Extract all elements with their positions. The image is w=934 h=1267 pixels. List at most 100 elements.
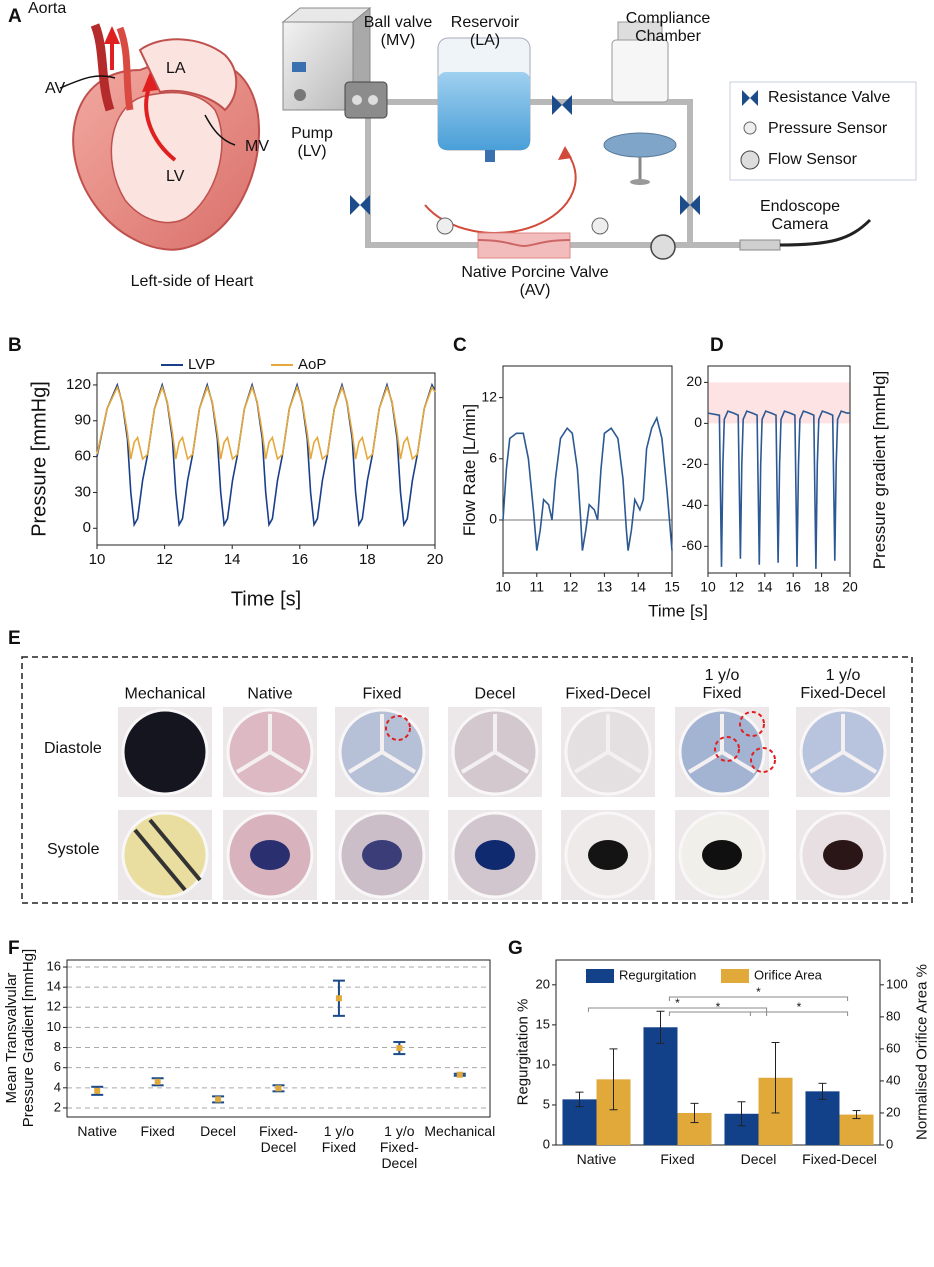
photo-leaflets	[347, 714, 417, 774]
photo-leaflets	[460, 714, 530, 774]
y-tick-label: -20	[682, 455, 702, 471]
legend-label: Orifice Area	[754, 967, 823, 982]
data-line	[96, 384, 436, 461]
column-label: Fixed	[362, 685, 402, 703]
x-tick-label: 1 y/o Fixed- Decel	[379, 1123, 419, 1172]
y-tick-label: 6	[54, 1059, 61, 1074]
y2-tick-label: 20	[886, 1104, 900, 1119]
y-tick-label: 120	[66, 376, 91, 393]
x-tick-label: 18	[359, 551, 376, 568]
x-tick-label: 12	[729, 579, 745, 595]
flow-loop	[281, 6, 917, 260]
y-tick-label: 30	[74, 483, 91, 500]
y-tick-label: 8	[54, 1039, 61, 1054]
y-tick-label: 0	[83, 519, 91, 536]
y-tick-label: 60	[74, 448, 91, 465]
y-tick-label: 6	[489, 449, 497, 465]
x-tick-label: Fixed-Decel	[802, 1151, 877, 1167]
x-tick-label: 18	[814, 579, 830, 595]
y2-tick-label: 40	[886, 1072, 900, 1087]
heart-label: AV	[45, 80, 66, 97]
y-axis-label: Regurgitation %	[514, 998, 532, 1106]
marker	[275, 1085, 282, 1092]
photo-leaflets	[808, 714, 878, 774]
heart-diagram	[59, 23, 260, 251]
legend-label: AoP	[298, 356, 326, 373]
column-label: Mechanical	[124, 685, 206, 703]
plot-frame	[502, 365, 673, 574]
loop-label: Pump (LV)	[291, 125, 333, 161]
x-tick-label: Native	[77, 1123, 118, 1139]
defect-marker	[739, 711, 765, 737]
panel-label: E	[8, 628, 21, 649]
y-tick-label: 10	[536, 1056, 550, 1071]
significance-label: *	[675, 996, 680, 1010]
marker	[154, 1078, 161, 1085]
x-tick-label: 12	[156, 551, 173, 568]
y-axis-label: Pressure gradient [mmHg]	[870, 370, 890, 570]
significance-bracket	[668, 996, 849, 1001]
loop-label: Ball valve (MV)	[363, 14, 433, 50]
loop-label: Endoscope Camera	[759, 198, 841, 234]
x-tick-label: Decel	[200, 1123, 236, 1139]
marker	[456, 1071, 463, 1078]
x-tick-label: 10	[89, 551, 106, 568]
defect-marker	[714, 736, 740, 762]
bar	[643, 1027, 678, 1145]
y2-tick-label: 60	[886, 1040, 900, 1055]
x-tick-label: 12	[563, 579, 579, 595]
photo-orifice	[362, 840, 402, 870]
plot-frame	[66, 959, 491, 1118]
x-tick-label: 1 y/o Fixed	[321, 1123, 357, 1156]
legend-label: LVP	[188, 356, 215, 373]
data-line	[707, 410, 850, 569]
defect-marker	[750, 747, 776, 773]
x-tick-label: 20	[842, 579, 858, 595]
photo-orifice	[823, 840, 863, 870]
column-label: 1 y/o Fixed	[702, 667, 742, 703]
y-tick-label: 15	[536, 1016, 550, 1031]
y-tick-label: 14	[47, 979, 61, 994]
y-tick-label: -40	[682, 496, 702, 512]
photo-leaflets	[235, 714, 305, 774]
photo-discs	[133, 818, 202, 892]
panel-e-frame	[21, 656, 913, 904]
x-axis-label: Time [s]	[648, 601, 708, 620]
panel-label: F	[8, 938, 20, 959]
x-tick-label: Native	[576, 1151, 617, 1167]
legend-label: Regurgitation	[619, 967, 696, 982]
x-tick-label: 11	[530, 579, 545, 595]
x-tick-label: 14	[224, 551, 241, 568]
panel-label: D	[710, 335, 724, 356]
x-tick-label: 14	[630, 579, 646, 595]
significance-bracket	[587, 1007, 768, 1012]
x-tick-label: 16	[785, 579, 801, 595]
y-axis-label: Pressure [mmHg]	[28, 381, 51, 537]
data-line	[502, 415, 673, 551]
heart-caption: Left-side of Heart	[130, 273, 254, 290]
x-tick-label: Decel	[740, 1151, 777, 1167]
y-axis-label: Flow Rate [L/min]	[460, 403, 480, 537]
column-label: Decel	[474, 685, 516, 703]
y-tick-label: -60	[682, 537, 702, 553]
heart-label: MV	[245, 138, 269, 155]
y-tick-label: 4	[54, 1079, 61, 1094]
marker	[396, 1045, 403, 1052]
y-tick-label: 2	[54, 1099, 61, 1114]
y-tick-label: 20	[686, 373, 702, 389]
legend-label: Pressure Sensor	[768, 120, 888, 137]
legend-label: Resistance Valve	[768, 89, 891, 106]
x-tick-label: 13	[597, 579, 613, 595]
shaded-range	[708, 382, 850, 424]
photo-orifice	[702, 840, 742, 870]
legend-swatch	[721, 969, 749, 983]
x-tick-label: Fixed	[660, 1151, 695, 1167]
plot-frame	[555, 959, 881, 1146]
y-tick-label: 5	[543, 1096, 550, 1111]
loop-label: Native Porcine Valve (AV)	[461, 264, 609, 300]
heart-label: LV	[166, 168, 185, 185]
photo-orifice	[475, 840, 515, 870]
column-label: Native	[247, 685, 293, 703]
